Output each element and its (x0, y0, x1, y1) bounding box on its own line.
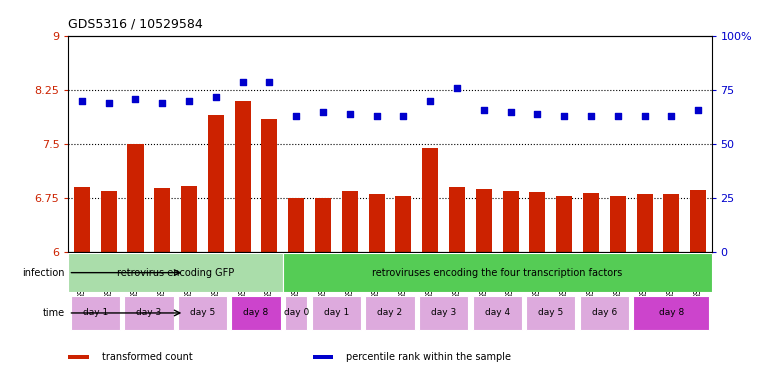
Bar (580, 296, 629, 330)
Bar (181, 185, 197, 252)
Point (344, 111, 356, 117)
Bar (365, 296, 415, 330)
Bar (127, 144, 144, 252)
Point (103, 100, 115, 106)
Bar (315, 198, 331, 252)
Bar (526, 296, 575, 330)
Point (451, 85, 463, 91)
Text: day 8: day 8 (244, 308, 269, 318)
Bar (502, 190, 519, 252)
Bar (633, 296, 709, 330)
Bar (288, 198, 304, 252)
Bar (312, 296, 361, 330)
Bar (449, 187, 465, 252)
Bar (583, 193, 599, 252)
Text: day 2: day 2 (377, 308, 403, 318)
Point (558, 113, 570, 119)
Bar (74, 187, 90, 252)
Point (76, 98, 88, 104)
Bar (68, 253, 283, 292)
Bar (313, 355, 333, 359)
Point (665, 113, 677, 119)
Point (129, 96, 142, 102)
Bar (530, 192, 546, 252)
Text: infection: infection (22, 268, 65, 278)
Text: day 1: day 1 (323, 308, 349, 318)
Text: day 3: day 3 (136, 308, 161, 318)
Bar (422, 147, 438, 252)
Bar (68, 355, 89, 359)
Point (505, 109, 517, 115)
Point (317, 109, 329, 115)
Point (531, 111, 543, 117)
Text: day 5: day 5 (189, 308, 215, 318)
Bar (419, 296, 468, 330)
Text: retrovirus encoding GFP: retrovirus encoding GFP (117, 268, 234, 278)
Point (478, 106, 490, 113)
Bar (664, 194, 680, 252)
Bar (690, 190, 706, 252)
Point (156, 100, 168, 106)
Bar (285, 296, 307, 330)
Point (424, 98, 436, 104)
Text: day 4: day 4 (485, 308, 510, 318)
Bar (234, 101, 250, 252)
Bar (610, 195, 626, 252)
Point (237, 79, 249, 85)
Bar (476, 189, 492, 252)
Text: day 8: day 8 (659, 308, 684, 318)
Text: day 1: day 1 (83, 308, 108, 318)
Bar (473, 296, 522, 330)
Bar (100, 190, 116, 252)
Point (612, 113, 624, 119)
Point (371, 113, 383, 119)
Point (397, 113, 409, 119)
Text: day 6: day 6 (592, 308, 617, 318)
Text: percentile rank within the sample: percentile rank within the sample (346, 352, 511, 362)
Point (183, 98, 195, 104)
Text: day 0: day 0 (284, 308, 309, 318)
Bar (262, 119, 278, 252)
Bar (636, 194, 653, 252)
Bar (178, 296, 227, 330)
Text: retroviruses encoding the four transcription factors: retroviruses encoding the four transcrip… (372, 268, 622, 278)
Text: time: time (43, 308, 65, 318)
Text: GDS5316 / 10529584: GDS5316 / 10529584 (68, 18, 203, 31)
Point (210, 94, 222, 100)
Text: day 5: day 5 (538, 308, 563, 318)
Bar (556, 196, 572, 252)
Point (692, 106, 704, 113)
Point (585, 113, 597, 119)
Bar (283, 253, 712, 292)
Bar (368, 194, 384, 252)
Bar (342, 191, 358, 252)
Bar (208, 115, 224, 252)
Text: transformed count: transformed count (102, 352, 193, 362)
Text: day 3: day 3 (431, 308, 457, 318)
Bar (71, 296, 120, 330)
Bar (396, 195, 412, 252)
Point (263, 79, 275, 85)
Bar (124, 296, 174, 330)
Point (290, 113, 302, 119)
Bar (231, 296, 281, 330)
Bar (154, 189, 170, 252)
Point (638, 113, 651, 119)
